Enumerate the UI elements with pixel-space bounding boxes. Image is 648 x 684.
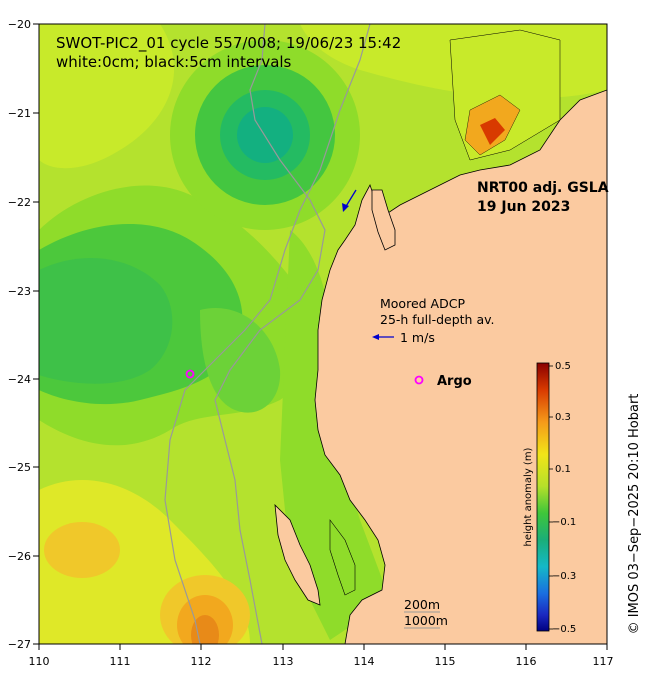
x-tick-label: 113: [273, 655, 294, 668]
land-mass: [274, 29, 607, 644]
y-tick-label: −25: [8, 461, 31, 474]
velocity-scale-arrow: [372, 334, 394, 340]
y-tick-label: −27: [8, 638, 31, 651]
x-tick-label: 110: [29, 655, 50, 668]
y-tick-label: −22: [8, 196, 31, 209]
colorbar-label: height anomaly (m): [523, 447, 534, 546]
x-tick-label: 116: [516, 655, 537, 668]
y-tick-label: −26: [8, 550, 31, 563]
adcp-subtitle: 25-h full-depth av.: [380, 312, 495, 327]
x-tick-label: 117: [593, 655, 614, 668]
y-tick-label: −21: [8, 107, 31, 120]
x-tick-label: 112: [191, 655, 212, 668]
argo-legend-marker: [414, 375, 424, 385]
plot-frame: [38, 23, 608, 645]
product-date: 19 Jun 2023: [477, 199, 570, 215]
adcp-title: Moored ADCP: [380, 296, 465, 311]
colorbar-tick: 0.1: [555, 464, 571, 475]
map-subtitle: white:0cm; black:5cm intervals: [56, 53, 292, 71]
colorbar: 0.5 0.3 0.1 −0.1 −0.3 −0.5 height anomal…: [523, 361, 576, 635]
map-title: SWOT-PIC2_01 cycle 557/008; 19/06/23 15:…: [56, 34, 401, 53]
velocity-scale-label: 1 m/s: [400, 330, 435, 345]
colorbar-tick: 0.5: [555, 361, 571, 372]
colorbar-tick: −0.5: [552, 624, 576, 635]
argo-float-marker: [185, 369, 195, 379]
y-tick-label: −23: [8, 285, 31, 298]
colorbar-tick: −0.3: [552, 571, 576, 582]
x-tick-label: 115: [435, 655, 456, 668]
colorbar-tick: 0.3: [555, 412, 571, 423]
isobath-label-1000m: 1000m: [404, 613, 448, 628]
x-tick-label: 114: [354, 655, 375, 668]
y-axis: −20 −21 −22 −23 −24 −25 −26 −27: [8, 18, 39, 651]
y-tick-label: −20: [8, 18, 31, 31]
y-tick-label: −24: [8, 373, 31, 386]
product-name: NRT00 adj. GSLA: [477, 180, 609, 196]
isobath-label-200m: 200m: [404, 597, 440, 612]
argo-label: Argo: [437, 374, 472, 389]
x-axis: 110 111 112 113 114 115 116 117: [29, 644, 614, 668]
current-arrow: [342, 189, 357, 212]
credit-text: © IMOS 03−Sep−2025 20:10 Hobart: [627, 394, 642, 635]
colorbar-tick: −0.1: [552, 517, 576, 528]
isobaths: [164, 24, 371, 644]
x-tick-label: 111: [110, 655, 131, 668]
